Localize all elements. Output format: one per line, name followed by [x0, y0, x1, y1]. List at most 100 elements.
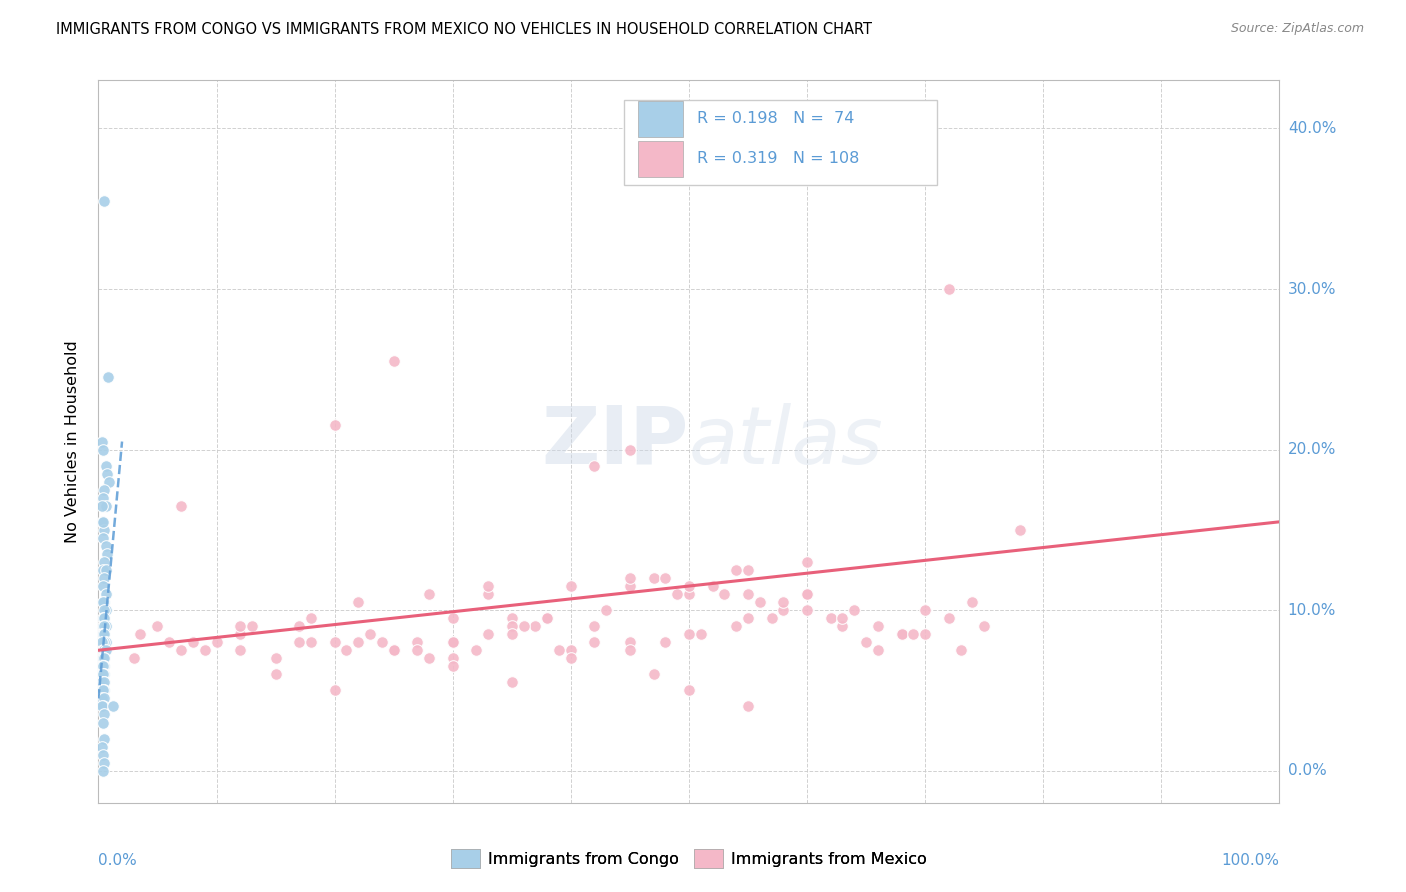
- Point: [93, 675, 115, 690]
- Point: [93, 483, 115, 497]
- Point: [501, 611, 523, 625]
- Point: [170, 643, 193, 657]
- Point: [91, 515, 114, 529]
- Point: [737, 563, 759, 577]
- Point: [323, 418, 346, 433]
- Point: [94, 458, 117, 473]
- Point: [91, 715, 114, 730]
- Point: [619, 643, 641, 657]
- Point: [91, 619, 114, 633]
- Point: [512, 619, 534, 633]
- Point: [91, 667, 114, 681]
- Point: [93, 635, 115, 649]
- Text: 100.0%: 100.0%: [1222, 854, 1279, 869]
- Point: [796, 555, 818, 569]
- Point: [441, 651, 464, 665]
- Point: [91, 651, 114, 665]
- Point: [91, 611, 114, 625]
- Point: [441, 611, 464, 625]
- Point: [713, 587, 735, 601]
- FancyBboxPatch shape: [638, 141, 683, 177]
- Text: 30.0%: 30.0%: [1288, 282, 1336, 296]
- Point: [524, 619, 547, 633]
- Point: [501, 627, 523, 641]
- Point: [796, 587, 818, 601]
- Point: [831, 611, 853, 625]
- Point: [441, 659, 464, 673]
- Point: [299, 635, 322, 649]
- Point: [323, 635, 346, 649]
- Point: [831, 619, 853, 633]
- Point: [93, 675, 115, 690]
- Point: [938, 282, 960, 296]
- Point: [91, 643, 114, 657]
- Point: [93, 555, 115, 569]
- Point: [96, 547, 118, 561]
- Point: [91, 659, 114, 673]
- Point: [654, 571, 676, 585]
- Point: [91, 595, 114, 609]
- Point: [146, 619, 169, 633]
- Point: [93, 627, 115, 641]
- Point: [194, 643, 217, 657]
- Point: [91, 499, 114, 513]
- Point: [94, 643, 117, 657]
- Point: [418, 587, 440, 601]
- Point: [91, 747, 114, 762]
- Point: [93, 619, 115, 633]
- Point: [91, 531, 114, 545]
- Point: [91, 699, 114, 714]
- Point: [91, 515, 114, 529]
- Text: R = 0.198   N =  74: R = 0.198 N = 74: [697, 112, 855, 126]
- Point: [264, 667, 287, 681]
- Point: [465, 643, 488, 657]
- Point: [702, 579, 724, 593]
- Point: [890, 627, 912, 641]
- Point: [914, 627, 936, 641]
- Point: [91, 627, 114, 641]
- Point: [91, 659, 114, 673]
- Point: [93, 707, 115, 722]
- Point: [288, 619, 311, 633]
- Point: [91, 667, 114, 681]
- Point: [93, 731, 115, 746]
- Point: [181, 635, 204, 649]
- Point: [866, 619, 889, 633]
- Point: [94, 587, 117, 601]
- Point: [122, 651, 145, 665]
- Point: [170, 499, 193, 513]
- Text: 10.0%: 10.0%: [1288, 603, 1336, 617]
- Point: [91, 683, 114, 698]
- Point: [619, 635, 641, 649]
- Point: [737, 587, 759, 601]
- Point: [796, 603, 818, 617]
- Legend: Immigrants from Congo, Immigrants from Mexico: Immigrants from Congo, Immigrants from M…: [444, 843, 934, 874]
- Point: [382, 643, 405, 657]
- Point: [643, 571, 665, 585]
- Point: [441, 635, 464, 649]
- Point: [347, 635, 370, 649]
- Point: [91, 683, 114, 698]
- Point: [97, 370, 120, 384]
- Point: [583, 619, 606, 633]
- Point: [866, 643, 889, 657]
- Point: [501, 675, 523, 690]
- Point: [595, 603, 617, 617]
- Point: [962, 595, 984, 609]
- Text: 20.0%: 20.0%: [1288, 442, 1336, 457]
- Text: atlas: atlas: [689, 402, 884, 481]
- Point: [678, 683, 700, 698]
- Point: [560, 579, 582, 593]
- Point: [93, 611, 115, 625]
- Point: [548, 643, 571, 657]
- Point: [91, 635, 114, 649]
- FancyBboxPatch shape: [638, 101, 683, 136]
- Point: [501, 619, 523, 633]
- Point: [418, 651, 440, 665]
- Point: [93, 683, 115, 698]
- Point: [477, 587, 499, 601]
- Point: [91, 635, 114, 649]
- Point: [855, 635, 877, 649]
- Point: [229, 627, 252, 641]
- Point: [93, 643, 115, 657]
